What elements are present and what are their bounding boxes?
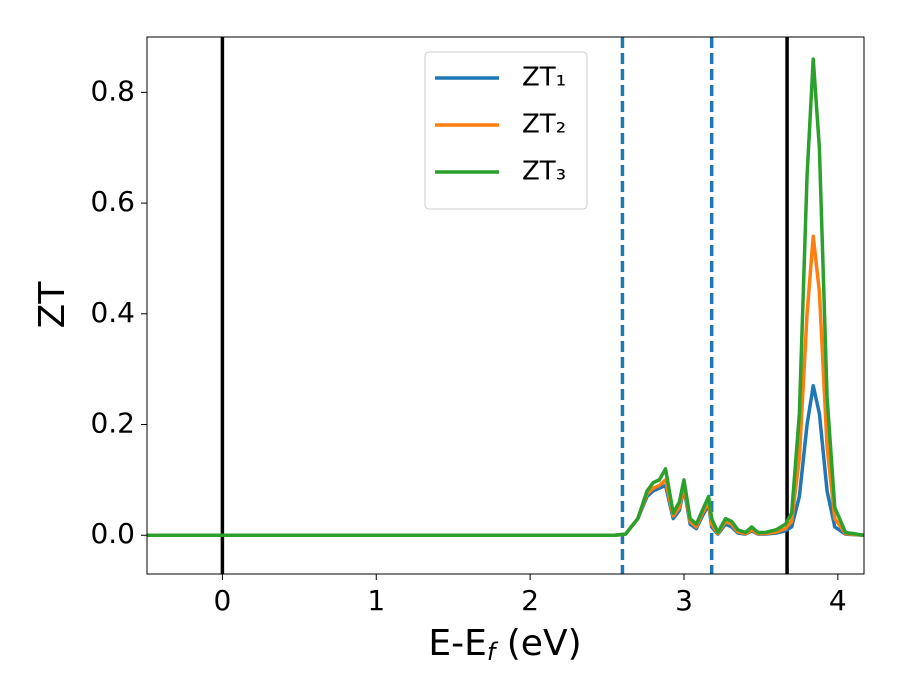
x-tick-label: 1 — [367, 584, 385, 617]
y-tick-label: 0.2 — [90, 407, 135, 440]
x-label-main: E-E — [428, 623, 486, 664]
plot-frame — [146, 36, 865, 575]
legend-label: ZT₁ — [522, 63, 566, 93]
x-tick-label: 0 — [213, 584, 231, 617]
x-tick-label: 4 — [829, 584, 847, 617]
y-axis-label: ZT — [32, 281, 73, 329]
y-tick-label: 0.6 — [90, 185, 135, 218]
y-tick-label: 0.8 — [90, 74, 135, 107]
y-tick-label: 0.0 — [90, 517, 135, 550]
x-axis-label: E-Ef (eV) — [428, 623, 581, 666]
x-label-unit: (eV) — [495, 623, 581, 664]
legend-label: ZT₂ — [522, 110, 566, 140]
x-tick-label: 2 — [521, 584, 539, 617]
legend: ZT₁ ZT₂ ZT₃ — [424, 51, 588, 210]
x-tick-label: 3 — [675, 584, 693, 617]
y-tick-label: 0.4 — [90, 296, 135, 329]
series-line — [147, 57, 865, 537]
legend-box — [424, 51, 588, 210]
legend-label: ZT₃ — [522, 157, 566, 187]
